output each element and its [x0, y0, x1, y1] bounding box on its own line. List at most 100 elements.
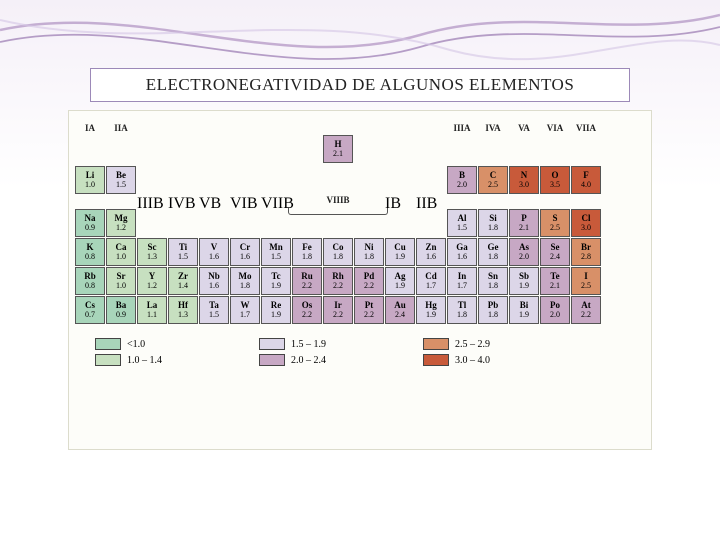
element-cell: Os2.2: [292, 296, 322, 324]
element-value: 2.2: [581, 311, 591, 320]
element-value: 1.0: [116, 253, 126, 262]
element-cell: Cl3.0: [571, 209, 601, 237]
element-value: 2.1: [519, 224, 529, 233]
element-cell: Be1.5: [106, 166, 136, 194]
group-header: VIIB: [261, 195, 291, 213]
legend-label: <1.0: [127, 339, 145, 350]
element-cell: Cs0.7: [75, 296, 105, 324]
element-cell: Ni1.8: [354, 238, 384, 266]
element-value: 4.0: [581, 181, 591, 190]
element-cell: Na0.9: [75, 209, 105, 237]
element-value: 2.1: [333, 150, 343, 159]
element-cell: Mo1.8: [230, 267, 260, 295]
legend-item: <1.0: [95, 338, 245, 350]
group-header: [571, 195, 601, 213]
element-cell: Bi1.9: [509, 296, 539, 324]
element-cell: Au2.4: [385, 296, 415, 324]
legend-swatch: [95, 338, 121, 350]
element-value: 1.8: [488, 224, 498, 233]
element-cell: Se2.4: [540, 238, 570, 266]
group-header: IIIA: [447, 117, 477, 133]
element-cell: Zn1.6: [416, 238, 446, 266]
element-cell: Mn1.5: [261, 238, 291, 266]
element-value: 2.2: [333, 311, 343, 320]
group-header: VB: [199, 195, 229, 213]
element-cell: C2.5: [478, 166, 508, 194]
element-cell: Ta1.5: [199, 296, 229, 324]
group-header: [137, 117, 167, 133]
element-cell: Ge1.8: [478, 238, 508, 266]
element-value: 1.0: [116, 282, 126, 291]
element-value: 1.7: [426, 282, 436, 291]
element-cell: Br2.8: [571, 238, 601, 266]
element-cell: Cd1.7: [416, 267, 446, 295]
element-value: 2.1: [550, 282, 560, 291]
element-cell: Y1.2: [137, 267, 167, 295]
legend-label: 1.0 – 1.4: [127, 355, 162, 366]
element-cell: Ir2.2: [323, 296, 353, 324]
element-value: 1.9: [519, 311, 529, 320]
element-cell: Co1.8: [323, 238, 353, 266]
group-header: IA: [75, 117, 105, 133]
element-value: 1.6: [457, 253, 467, 262]
group-header: [106, 195, 136, 213]
element-value: 1.0: [85, 181, 95, 190]
element-value: 2.2: [333, 282, 343, 291]
element-value: 1.8: [364, 253, 374, 262]
legend-item: 1.5 – 1.9: [259, 338, 409, 350]
element-cell: Si1.8: [478, 209, 508, 237]
element-value: 1.6: [209, 282, 219, 291]
group-header: [416, 117, 446, 133]
group-header: VA: [509, 117, 539, 133]
element-value: 0.7: [85, 311, 95, 320]
group-header: [478, 195, 508, 213]
element-value: 1.9: [271, 282, 281, 291]
element-value: 1.2: [147, 282, 157, 291]
legend-item: 2.5 – 2.9: [423, 338, 573, 350]
element-cell: La1.1: [137, 296, 167, 324]
element-cell: Cr1.6: [230, 238, 260, 266]
element-cell: Zr1.4: [168, 267, 198, 295]
element-cell: Sb1.9: [509, 267, 539, 295]
element-cell: Hf1.3: [168, 296, 198, 324]
element-value: 1.3: [147, 253, 157, 262]
element-cell: Al1.5: [447, 209, 477, 237]
group-header: VIB: [230, 195, 260, 213]
group-header: [292, 117, 322, 133]
element-cell: Rh2.2: [323, 267, 353, 295]
element-value: 2.2: [364, 311, 374, 320]
group-header: [199, 117, 229, 133]
group-header: IIB: [416, 195, 446, 213]
element-value: 0.8: [85, 282, 95, 291]
group-header: [540, 195, 570, 213]
element-value: 1.8: [457, 311, 467, 320]
group-header: [323, 117, 353, 133]
group-header: [602, 195, 632, 213]
element-value: 1.2: [116, 224, 126, 233]
group-header: [354, 117, 384, 133]
element-value: 2.4: [395, 311, 405, 320]
legend-swatch: [423, 354, 449, 366]
element-value: 1.5: [457, 224, 467, 233]
element-cell: Pd2.2: [354, 267, 384, 295]
element-cell: Rb0.8: [75, 267, 105, 295]
element-value: 3.0: [519, 181, 529, 190]
element-value: 2.5: [581, 282, 591, 291]
element-cell: Tc1.9: [261, 267, 291, 295]
element-cell: Ca1.0: [106, 238, 136, 266]
element-value: 1.7: [457, 282, 467, 291]
element-cell: W1.7: [230, 296, 260, 324]
element-value: 2.5: [550, 224, 560, 233]
legend-swatch: [95, 354, 121, 366]
element-value: 2.0: [457, 181, 467, 190]
element-cell: At2.2: [571, 296, 601, 324]
element-value: 3.5: [550, 181, 560, 190]
group-header-viiib: VIIIB: [292, 195, 384, 213]
element-cell: Sn1.8: [478, 267, 508, 295]
group-header: [168, 117, 198, 133]
group-header: VIA: [540, 117, 570, 133]
element-cell: Fe1.8: [292, 238, 322, 266]
element-value: 2.0: [550, 311, 560, 320]
electronegativity-chart: IAIIAIIIAIVAVAVIAVIIAH2.1Li1.0Be1.5B2.0C…: [68, 110, 652, 450]
element-cell: Cu1.9: [385, 238, 415, 266]
